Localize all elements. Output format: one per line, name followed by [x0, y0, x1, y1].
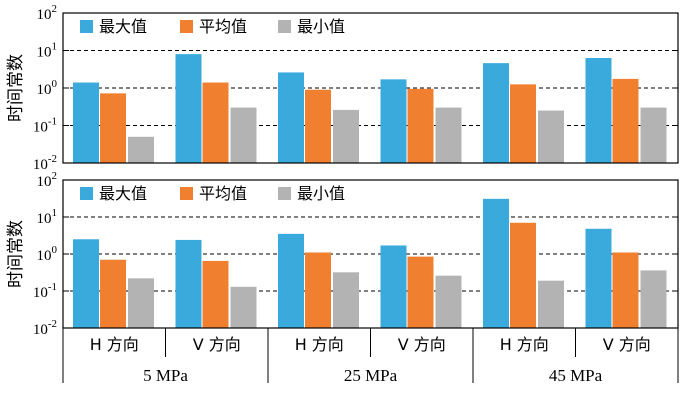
bar-max [175, 239, 202, 328]
bar-min [230, 286, 257, 328]
legend-swatch [180, 20, 193, 33]
x-category-label: H 方向 [500, 335, 549, 354]
chart-panel-2: 102 101 100 10-1 10-2 时间常数 最大值 平均值 最小值 [6, 170, 679, 338]
x-category-label: V 方向 [603, 335, 651, 354]
bar-min [435, 107, 462, 163]
bar-avg [202, 82, 229, 163]
x-category-label: H 方向 [90, 335, 139, 354]
bar-min [640, 270, 667, 328]
bar-min [333, 109, 359, 163]
bar-min [640, 107, 667, 163]
legend-item-avg: 平均值 [180, 17, 247, 36]
legend-label: 平均值 [199, 17, 247, 36]
y-axis-label: 时间常数 [6, 54, 26, 122]
bar-min [128, 278, 154, 328]
bar-max [175, 54, 202, 163]
bar-min [128, 136, 154, 163]
bar-avg [510, 222, 536, 328]
bar-avg [510, 84, 536, 163]
legend-label: 平均值 [199, 184, 247, 203]
legend-item-min: 最小值 [278, 17, 345, 36]
y-tick-label: 102 [37, 3, 58, 23]
legend-swatch [80, 20, 93, 33]
bar-max [73, 239, 99, 328]
legend-item-max: 最大值 [80, 184, 147, 203]
bar-avg [407, 88, 434, 163]
bar-avg [612, 252, 639, 328]
bar-avg [305, 252, 331, 328]
y-tick-label: 100 [37, 244, 58, 264]
bar-min [538, 110, 564, 163]
y-tick-label: 100 [37, 78, 58, 98]
bar-max [380, 79, 407, 163]
bar-min [435, 275, 462, 328]
legend-swatch [278, 20, 291, 33]
x-group-label: 25 MPa [344, 366, 398, 385]
bar-max [278, 233, 304, 328]
bar-min [333, 272, 359, 328]
bar-max [585, 58, 612, 163]
bar-max [73, 82, 99, 163]
bar-avg [100, 259, 126, 328]
legend-item-max: 最大值 [80, 17, 147, 36]
bar-min [230, 107, 257, 163]
y-axis-label: 时间常数 [6, 220, 26, 288]
y-tick-label: 101 [37, 207, 58, 227]
legend-swatch [180, 187, 193, 200]
legend-label: 最大值 [99, 17, 147, 36]
y-tick-label: 10-1 [33, 281, 57, 301]
bar-avg [202, 260, 229, 328]
y-tick-label: 10-2 [33, 153, 57, 173]
bar-max [380, 245, 407, 328]
legend-label: 最大值 [99, 184, 147, 203]
legend-swatch [278, 187, 291, 200]
y-tick-label: 10-1 [33, 116, 57, 136]
legend-label: 最小值 [297, 184, 345, 203]
bar-avg [100, 93, 126, 163]
x-category-label: V 方向 [398, 335, 446, 354]
legend-swatch [80, 187, 93, 200]
bar-avg [407, 256, 434, 328]
x-category-label: H 方向 [295, 335, 344, 354]
bar-max [483, 63, 509, 164]
legend-label: 最小值 [297, 17, 345, 36]
legend-item-min: 最小值 [278, 184, 345, 203]
chart-panel-1: 102 101 100 10-1 10-2 时间常数 最大值 平均值 最小值 [6, 3, 679, 173]
bar-avg [612, 78, 639, 163]
x-category-label: V 方向 [193, 335, 241, 354]
bar-max [585, 228, 612, 328]
bar-avg [305, 89, 331, 163]
bar-max [278, 72, 304, 163]
bar-min [538, 280, 564, 328]
y-tick-label: 101 [37, 41, 58, 61]
bar-max [483, 198, 509, 328]
y-tick-label: 102 [37, 170, 58, 190]
x-group-label: 5 MPa [143, 366, 188, 385]
y-tick-label: 10-2 [33, 318, 57, 338]
legend-item-avg: 平均值 [180, 184, 247, 203]
x-group-label: 45 MPa [549, 366, 603, 385]
